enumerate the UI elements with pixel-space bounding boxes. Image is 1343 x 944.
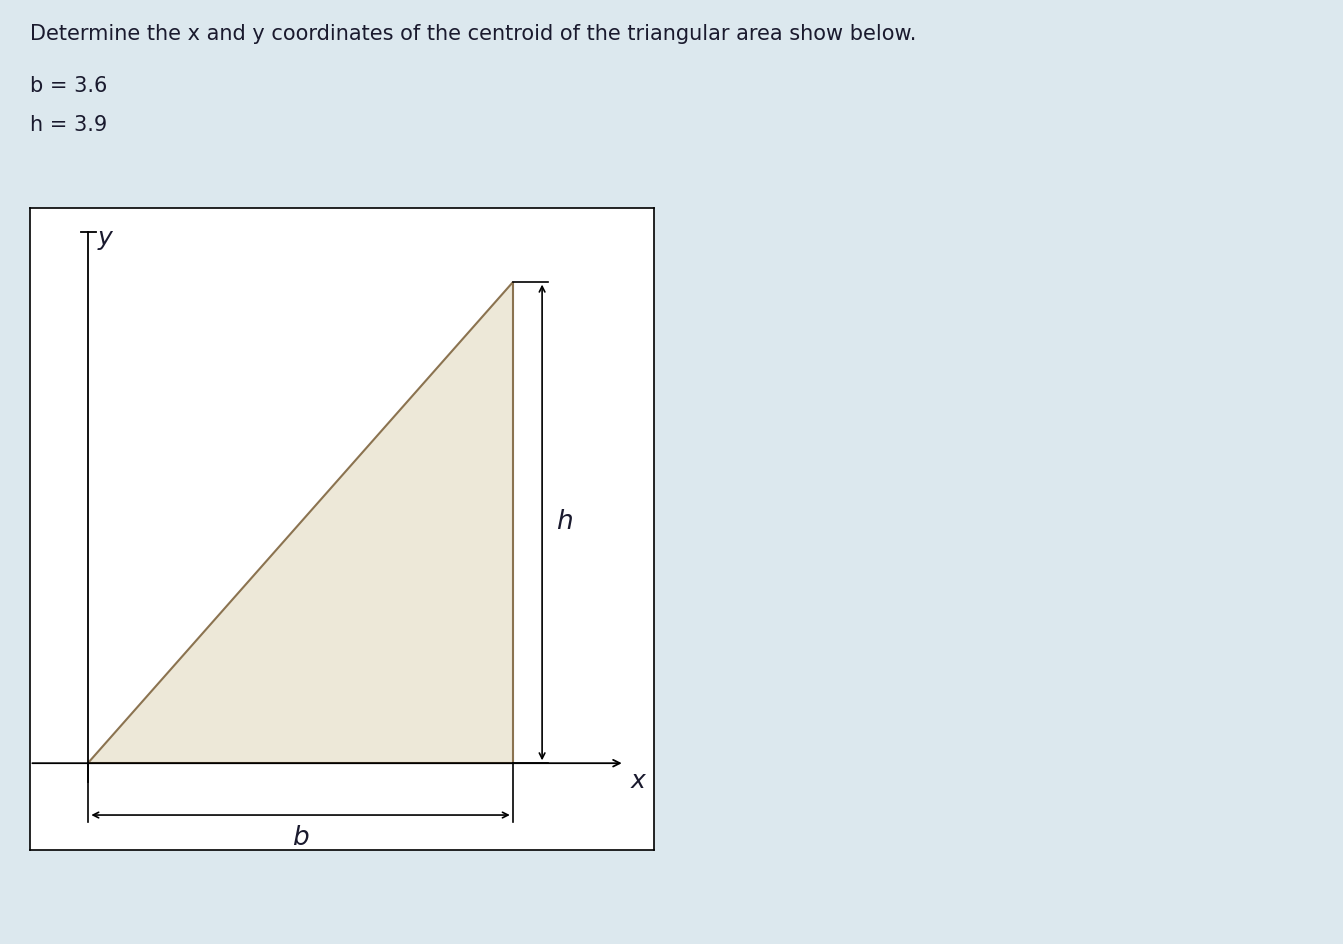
Text: Determine the x and y coordinates of the centroid of the triangular area show be: Determine the x and y coordinates of the… <box>30 24 916 43</box>
Text: b: b <box>293 825 309 851</box>
Text: y: y <box>98 227 113 250</box>
Text: x: x <box>630 769 645 793</box>
Text: h: h <box>556 510 573 535</box>
Text: h = 3.9: h = 3.9 <box>30 115 107 135</box>
Text: b = 3.6: b = 3.6 <box>30 76 107 95</box>
Polygon shape <box>89 281 513 763</box>
